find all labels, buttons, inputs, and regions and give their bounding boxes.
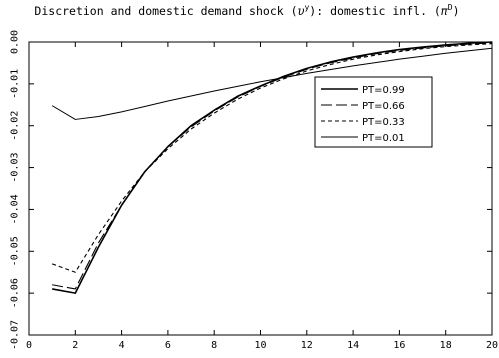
- y-tick-label: -0.03: [10, 153, 21, 183]
- x-tick-label: 6: [165, 340, 171, 351]
- legend-label: PT=0.66: [362, 101, 405, 112]
- title-upsilon-sup: y: [304, 3, 309, 12]
- x-tick-label: 8: [211, 340, 217, 351]
- y-tick-label: -0.04: [10, 194, 21, 224]
- y-tick-label: -0.05: [10, 236, 21, 266]
- title-mid: ): domestic infl. (: [309, 4, 441, 18]
- axis-ticks: 0 2 4 6 8 10 12 14 16 18 20 0.00 -0.01 -0.02 -0.03 -0.0…: [10, 30, 499, 351]
- y-tick-label: -0.06: [10, 278, 21, 308]
- legend-label: PT=0.01: [362, 133, 405, 144]
- series-line-2: [52, 42, 493, 290]
- y-tick-label: 0.00: [10, 30, 21, 54]
- title-upsilon: υ: [298, 4, 305, 18]
- series-line-3: [51, 43, 493, 273]
- title-main: Discretion and domestic demand shock (: [34, 4, 297, 18]
- y-tick-label: -0.01: [10, 69, 21, 99]
- legend-items: PT=0.99 PT=0.66 PT=0.33 PT=0.01: [321, 85, 405, 144]
- title-pi: π: [441, 4, 448, 18]
- legend: PT=0.99 PT=0.66 PT=0.33 PT=0.01: [314, 76, 433, 148]
- x-tick-label: 18: [440, 340, 452, 351]
- y-tick-label: -0.02: [10, 111, 21, 141]
- series-line-4: [51, 47, 493, 120]
- title-end: ): [453, 4, 460, 18]
- legend-label: PT=0.99: [362, 85, 405, 96]
- series-layer: [51, 41, 493, 294]
- x-tick-label: 20: [486, 340, 498, 351]
- y-tick-label: -0.07: [10, 320, 21, 350]
- x-tick-label: 12: [301, 340, 313, 351]
- title-pi-sup: D: [448, 3, 453, 12]
- x-tick-label: 4: [119, 340, 125, 351]
- x-tick-label: 16: [393, 340, 405, 351]
- x-tick-label: 10: [254, 340, 266, 351]
- chart-title: Discretion and domestic demand shock (υy…: [34, 3, 459, 18]
- x-tick-label: 0: [26, 340, 32, 351]
- legend-label: PT=0.33: [362, 117, 405, 128]
- x-tick-label: 14: [347, 340, 359, 351]
- x-tick-label: 2: [72, 340, 78, 351]
